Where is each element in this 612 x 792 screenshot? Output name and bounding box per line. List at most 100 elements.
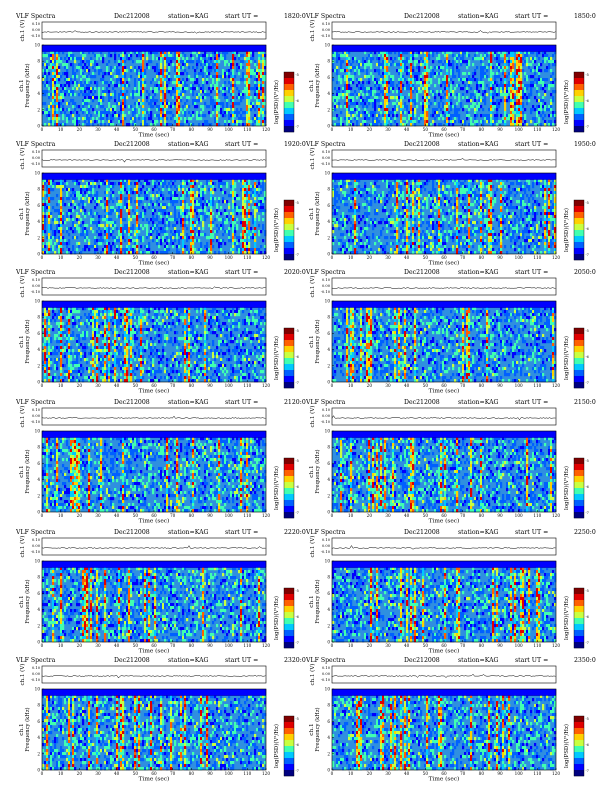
amplitude-frame xyxy=(41,407,267,426)
chart-start-prefix: start UT = xyxy=(515,399,548,406)
colorbar-segment xyxy=(284,114,294,121)
colorbar-segment xyxy=(574,734,584,741)
colorbar-segment xyxy=(574,464,584,471)
colorbar-segment xyxy=(284,740,294,747)
amplitude-frame xyxy=(41,21,267,40)
colorbar-segment xyxy=(574,494,584,501)
x-tick-label: 120 xyxy=(262,513,270,518)
y-tick-label: 10 xyxy=(325,171,331,176)
x-tick-label: 30 xyxy=(385,127,391,132)
y-tick-label: 0 xyxy=(327,252,330,257)
y-tick-label: 8 xyxy=(37,703,40,708)
y-tick-label: 6 xyxy=(327,331,330,336)
amp-tick-label: 0.00 xyxy=(322,672,331,676)
x-tick-label: 20 xyxy=(367,127,373,132)
x-tick-label: 30 xyxy=(95,643,101,648)
colorbar-segment xyxy=(574,630,584,637)
chart-start-ut: 2050:0 xyxy=(574,269,596,276)
spectrogram-cells xyxy=(42,689,267,771)
amplitude-trace xyxy=(331,157,556,161)
amp-axis-label: ch.1 (V) xyxy=(309,276,316,298)
channel-label: ch.1 xyxy=(19,595,25,608)
colorbar-segment xyxy=(574,236,584,243)
x-tick-label: 10 xyxy=(58,643,64,648)
x-tick-label: 100 xyxy=(225,643,233,648)
y-tick-label: 2 xyxy=(327,235,330,240)
y-tick-label: 0 xyxy=(37,124,40,129)
channel-label: ch.1 xyxy=(309,335,315,348)
amplitude-frame xyxy=(331,665,557,684)
chart-station: station=KAG xyxy=(168,657,209,664)
y-tick-label: 6 xyxy=(37,461,40,466)
y-tick-label: 0 xyxy=(327,768,330,773)
colorbar-segment xyxy=(284,90,294,97)
colorbar-segment xyxy=(574,728,584,735)
amp-tick-label: -0.10 xyxy=(321,34,331,38)
colorbar-tick-label: -6 xyxy=(586,743,589,747)
colorbar-tick-label: -7 xyxy=(586,253,589,257)
spectrogram-chart: VLF Spectra Dec212008 station=KAG start UT … xyxy=(306,13,596,138)
colorbar-segment xyxy=(574,328,584,335)
colorbar-segment xyxy=(284,642,294,649)
x-tick-label: 10 xyxy=(58,127,64,132)
colorbar-segment xyxy=(284,358,294,365)
colorbar-tick-label: -5 xyxy=(586,329,589,333)
spectrogram-panel: VLF Spectra Dec212008 station=KAG start UT … xyxy=(306,654,596,782)
amp-tick-label: -0.10 xyxy=(321,290,331,294)
colorbar-label: log(PSD)(V²/Hz) xyxy=(563,466,570,510)
x-axis-label: Time (sec) xyxy=(139,388,170,395)
y-tick-label: 2 xyxy=(37,623,40,628)
colorbar-segment xyxy=(574,770,584,777)
y-tick-label: 8 xyxy=(37,187,40,192)
amplitude-trace xyxy=(41,286,266,289)
y-tick-label: 4 xyxy=(37,477,40,482)
spectrogram-panel: VLF Spectra Dec212008 station=KAG start UT … xyxy=(16,138,306,266)
colorbar-segment xyxy=(574,612,584,619)
x-tick-label: 110 xyxy=(533,127,541,132)
amp-axis-label: ch.1 (V) xyxy=(309,406,316,428)
x-tick-label: 40 xyxy=(114,771,120,776)
chart-start-prefix: start UT = xyxy=(225,399,258,406)
x-tick-label: 110 xyxy=(243,771,251,776)
y-tick-label: 10 xyxy=(325,559,331,564)
spectrogram-panel: VLF Spectra Dec212008 station=KAG start UT … xyxy=(16,526,306,654)
amp-tick-label: 0.00 xyxy=(32,28,41,32)
x-tick-label: 120 xyxy=(552,255,560,260)
x-tick-label: 60 xyxy=(441,127,447,132)
chart-title: VLF Spectra xyxy=(16,13,56,20)
x-tick-label: 40 xyxy=(114,513,120,518)
colorbar-segment xyxy=(284,102,294,109)
colorbar-segment xyxy=(284,248,294,255)
colorbar-tick-label: -6 xyxy=(586,615,589,619)
x-tick-label: 120 xyxy=(262,127,270,132)
colorbar xyxy=(284,200,294,261)
colorbar-segment xyxy=(574,346,584,353)
colorbar-segment xyxy=(574,84,584,91)
x-tick-label: 110 xyxy=(243,255,251,260)
x-tick-label: 80 xyxy=(189,513,195,518)
channel-label: ch.1 xyxy=(19,207,25,220)
colorbar-segment xyxy=(574,340,584,347)
colorbar-label: log(PSD)(V²/Hz) xyxy=(563,80,570,124)
channel-label: ch.1 xyxy=(19,465,25,478)
chart-title: VLF Spectra xyxy=(16,529,56,536)
x-tick-label: 20 xyxy=(77,771,83,776)
channel-label: ch.1 xyxy=(19,79,25,92)
x-tick-label: 90 xyxy=(497,383,503,388)
channel-label: ch.1 xyxy=(309,207,315,220)
amp-axis-label: ch.1 (V) xyxy=(19,20,26,42)
x-tick-label: 50 xyxy=(423,643,429,648)
spectrogram-panel: VLF Spectra Dec212008 station=KAG start UT … xyxy=(306,138,596,266)
x-tick-label: 20 xyxy=(77,643,83,648)
x-tick-label: 70 xyxy=(170,771,176,776)
chart-start-ut: 1850:0 xyxy=(574,13,596,20)
spectrogram-panel: VLF Spectra Dec212008 station=KAG start UT … xyxy=(16,396,306,524)
colorbar-label: log(PSD)(V²/Hz) xyxy=(563,336,570,380)
x-tick-label: 70 xyxy=(460,513,466,518)
colorbar-segment xyxy=(284,242,294,249)
x-tick-label: 120 xyxy=(552,127,560,132)
x-tick-label: 80 xyxy=(189,255,195,260)
y-tick-label: 10 xyxy=(325,687,331,692)
colorbar-segment xyxy=(574,746,584,753)
